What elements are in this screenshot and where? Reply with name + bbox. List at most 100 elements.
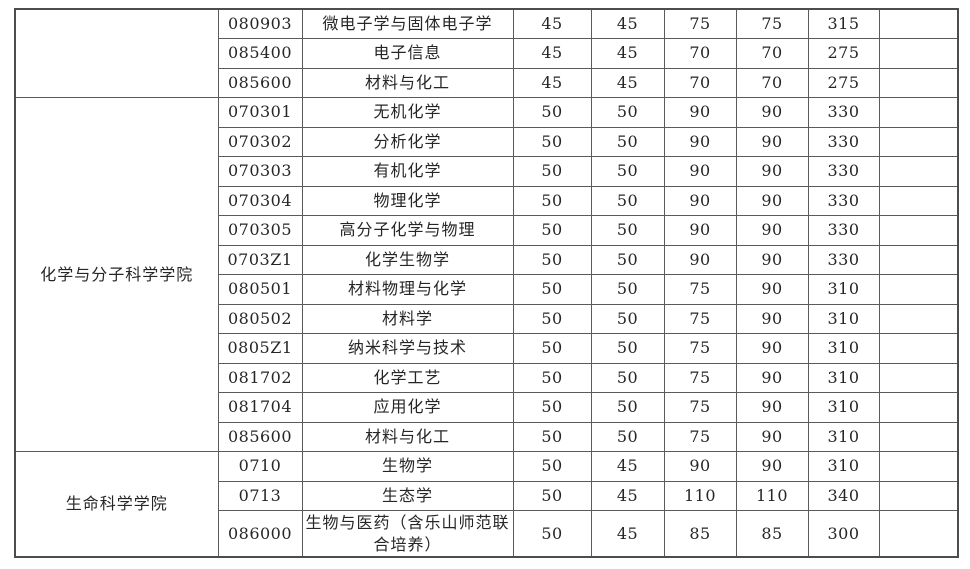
note-cell xyxy=(878,480,959,511)
score3-cell: 75 xyxy=(663,421,737,452)
score4-cell: 90 xyxy=(735,303,809,334)
note-cell xyxy=(878,421,959,452)
major-code-cell: 086000 xyxy=(217,510,303,558)
table-row: 0805Z1 纳米科学与技术 50 50 75 90 310 xyxy=(15,333,959,364)
score2-cell: 45 xyxy=(590,451,665,482)
score4-cell: 90 xyxy=(735,185,809,216)
note-cell xyxy=(878,97,959,128)
score3-cell: 90 xyxy=(663,156,737,187)
major-name-cell: 应用化学 xyxy=(301,392,514,423)
major-code-cell: 080501 xyxy=(217,274,303,305)
major-code-cell: 085600 xyxy=(217,421,303,452)
total-score-cell: 310 xyxy=(807,333,880,364)
score1-cell: 50 xyxy=(512,156,592,187)
college-cell: 化学与分子科学学院 xyxy=(14,97,219,452)
total-score-cell: 275 xyxy=(807,38,880,69)
table-row: 化学与分子科学学院 070301 无机化学 50 50 90 90 330 xyxy=(14,97,959,452)
score4-cell: 90 xyxy=(735,333,809,364)
score3-cell: 75 xyxy=(663,303,737,334)
total-score-cell: 330 xyxy=(807,97,880,128)
note-cell xyxy=(878,8,959,39)
score2-cell: 50 xyxy=(590,215,665,246)
score2-cell: 50 xyxy=(590,126,665,157)
total-score-cell: 310 xyxy=(807,392,880,423)
score1-cell: 50 xyxy=(512,274,592,305)
score3-cell: 75 xyxy=(663,362,737,393)
table-row: 080502 材料学 50 50 75 90 310 xyxy=(15,303,959,334)
note-cell xyxy=(878,185,959,216)
total-score-cell: 315 xyxy=(807,8,880,39)
major-name-cell: 微电子学与固体电子学 xyxy=(301,8,514,39)
score4-cell: 90 xyxy=(735,421,809,452)
score3-cell: 70 xyxy=(663,38,737,69)
major-name-cell: 生物学 xyxy=(301,451,514,482)
score1-cell: 50 xyxy=(512,185,592,216)
score2-cell: 50 xyxy=(590,333,665,364)
score4-cell: 70 xyxy=(735,67,809,98)
score2-cell: 50 xyxy=(590,97,665,128)
score2-cell: 50 xyxy=(590,362,665,393)
score1-cell: 50 xyxy=(512,392,592,423)
total-score-cell: 300 xyxy=(807,510,880,558)
score2-cell: 50 xyxy=(590,244,665,275)
score1-cell: 50 xyxy=(512,97,592,128)
score3-cell: 90 xyxy=(663,244,737,275)
total-score-cell: 330 xyxy=(807,185,880,216)
total-score-cell: 330 xyxy=(807,244,880,275)
total-score-cell: 310 xyxy=(807,274,880,305)
major-code-cell: 070303 xyxy=(217,156,303,187)
college-cell xyxy=(14,8,219,98)
note-cell xyxy=(878,38,959,69)
score4-cell: 90 xyxy=(735,392,809,423)
total-score-cell: 330 xyxy=(807,156,880,187)
score1-cell: 50 xyxy=(512,215,592,246)
major-name-cell: 化学工艺 xyxy=(301,362,514,393)
score4-cell: 75 xyxy=(735,8,809,39)
score2-cell: 50 xyxy=(590,185,665,216)
score2-cell: 50 xyxy=(590,303,665,334)
note-cell xyxy=(878,274,959,305)
major-code-cell: 070301 xyxy=(217,97,303,128)
total-score-cell: 275 xyxy=(807,67,880,98)
table-row: 0703Z1 化学生物学 50 50 90 90 330 xyxy=(15,244,959,275)
table-row: 081704 应用化学 50 50 75 90 310 xyxy=(15,392,959,423)
score1-cell: 50 xyxy=(512,510,592,558)
score4-cell: 90 xyxy=(735,451,809,482)
note-cell xyxy=(878,303,959,334)
note-cell xyxy=(878,244,959,275)
score2-cell: 45 xyxy=(590,8,665,39)
major-name-cell: 高分子化学与物理 xyxy=(301,215,514,246)
major-name-cell: 物理化学 xyxy=(301,185,514,216)
table-row: 0713 生态学 50 45 110 110 340 xyxy=(15,480,959,511)
score2-cell: 45 xyxy=(590,67,665,98)
score1-cell: 50 xyxy=(512,421,592,452)
table-row: 085600 材料与化工 45 45 70 70 275 xyxy=(15,67,959,98)
score1-cell: 50 xyxy=(512,303,592,334)
major-code-cell: 085400 xyxy=(217,38,303,69)
major-code-cell: 085600 xyxy=(217,67,303,98)
total-score-cell: 340 xyxy=(807,480,880,511)
major-code-cell: 0805Z1 xyxy=(217,333,303,364)
score4-cell: 90 xyxy=(735,274,809,305)
score3-cell: 75 xyxy=(663,333,737,364)
major-code-cell: 081702 xyxy=(217,362,303,393)
table-row: 070303 有机化学 50 50 90 90 330 xyxy=(15,156,959,187)
major-name-cell: 分析化学 xyxy=(301,126,514,157)
score3-cell: 85 xyxy=(663,510,737,558)
score4-cell: 70 xyxy=(735,38,809,69)
major-code-cell: 0710 xyxy=(217,451,303,482)
major-name-cell: 生物与医药（含乐山师范联合培养） xyxy=(301,510,514,558)
total-score-cell: 310 xyxy=(807,362,880,393)
major-name-cell: 化学生物学 xyxy=(301,244,514,275)
note-cell xyxy=(878,156,959,187)
score3-cell: 70 xyxy=(663,67,737,98)
major-code-cell: 070304 xyxy=(217,185,303,216)
note-cell xyxy=(878,362,959,393)
total-score-cell: 310 xyxy=(807,303,880,334)
score4-cell: 90 xyxy=(735,97,809,128)
table-row: 085400 电子信息 45 45 70 70 275 xyxy=(15,38,959,69)
score3-cell: 90 xyxy=(663,185,737,216)
score-table-body: 080903 微电子学与固体电子学 45 45 75 75 315 085400 电子信息 45 4… xyxy=(14,8,959,558)
note-cell xyxy=(878,333,959,364)
